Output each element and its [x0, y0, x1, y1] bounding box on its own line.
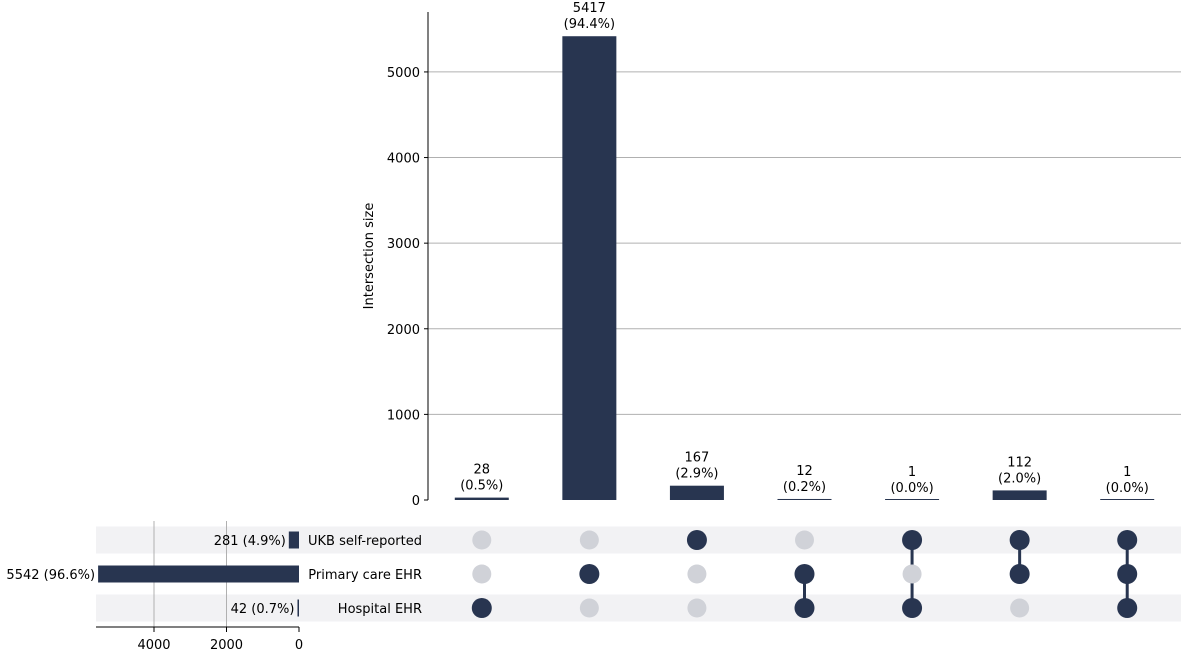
x-tick-label: 4000	[137, 638, 170, 651]
bar-count-label: 167	[685, 451, 710, 466]
matrix-dot-inactive	[579, 598, 599, 618]
y-tick-label: 5000	[387, 66, 420, 81]
bar-count-label: 5417	[573, 1, 606, 16]
set-size-label: 5542 (96.6%)	[6, 568, 95, 583]
set-name-label: Hospital EHR	[338, 602, 422, 617]
matrix-dot-active	[1009, 564, 1030, 584]
x-tick-label: 0	[295, 638, 303, 651]
y-tick-label: 4000	[387, 152, 420, 167]
matrix-dot-active	[794, 598, 815, 618]
matrix-dot-inactive	[687, 598, 707, 618]
bar-percent-label: (2.0%)	[998, 471, 1041, 486]
y-tick-label: 0	[412, 494, 420, 509]
bar-count-label: 28	[474, 463, 491, 478]
set-size-bar	[297, 599, 299, 617]
matrix-dot-active	[794, 564, 815, 584]
bar-count-label: 1	[908, 465, 916, 480]
matrix-dot-inactive	[472, 564, 492, 584]
matrix-dot-active	[579, 564, 600, 584]
intersection-bar	[777, 498, 832, 500]
bar-percent-label: (94.4%)	[564, 17, 615, 32]
set-name-label: UKB self-reported	[308, 534, 422, 549]
matrix-row-stripe	[96, 594, 1181, 622]
matrix-dot-active	[1117, 530, 1138, 550]
bar-percent-label: (0.0%)	[890, 481, 933, 496]
y-tick-label: 1000	[387, 408, 420, 423]
set-size-label: 281 (4.9%)	[214, 534, 286, 549]
matrix-dot-active	[686, 530, 707, 550]
intersection-bar	[1100, 499, 1155, 500]
y-tick-label: 3000	[387, 237, 420, 252]
matrix-dot-active	[1009, 530, 1030, 550]
intersection-bar	[669, 485, 724, 500]
intersection-bar	[562, 36, 617, 501]
matrix-dot-active	[471, 598, 492, 618]
matrix-dot-inactive	[472, 530, 492, 550]
intersection-bar	[885, 499, 940, 500]
y-tick-label: 2000	[387, 323, 420, 338]
intersection-bar	[992, 490, 1047, 500]
y-axis-label: Intersection size	[362, 203, 377, 310]
set-name-label: Primary care EHR	[308, 568, 422, 583]
matrix-dot-inactive	[1010, 598, 1030, 618]
matrix-dot-inactive	[687, 564, 707, 584]
matrix-dot-inactive	[795, 530, 814, 550]
matrix-dot-inactive	[902, 564, 922, 584]
set-size-label: 42 (0.7%)	[231, 602, 295, 617]
matrix-row-stripe	[96, 526, 1181, 554]
bar-count-label: 12	[796, 464, 813, 479]
bar-count-label: 112	[1007, 455, 1032, 470]
bar-percent-label: (0.0%)	[1106, 481, 1149, 496]
bar-count-label: 1	[1123, 465, 1131, 480]
intersection-bar	[454, 497, 509, 500]
bar-percent-label: (2.9%)	[675, 467, 718, 482]
set-size-bar	[98, 565, 299, 583]
matrix-dot-active	[1117, 598, 1138, 618]
set-size-bar	[288, 531, 299, 549]
bar-percent-label: (0.5%)	[460, 479, 503, 494]
x-tick-label: 2000	[210, 638, 243, 651]
matrix-dot-inactive	[579, 530, 599, 550]
matrix-dot-active	[1117, 564, 1138, 584]
matrix-dot-active	[902, 530, 923, 550]
bar-percent-label: (0.2%)	[783, 480, 826, 495]
matrix-dot-active	[902, 598, 923, 618]
